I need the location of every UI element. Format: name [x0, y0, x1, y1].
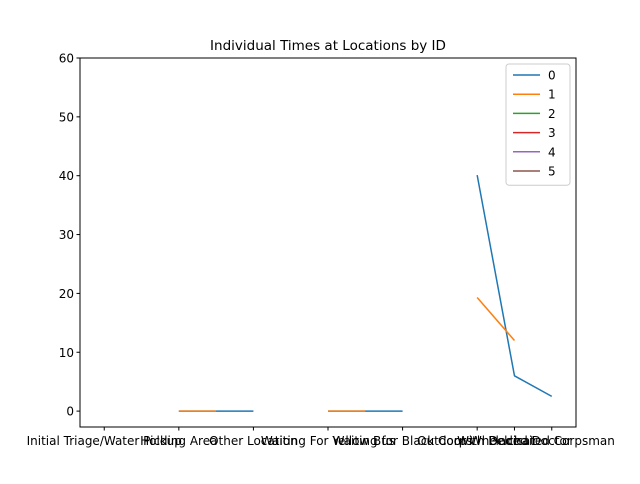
legend-label-0: 0 [548, 69, 556, 83]
y-axis: 0 10 20 30 40 50 60 [59, 52, 80, 419]
y-tick-label: 40 [59, 169, 74, 183]
legend: 0 1 2 3 4 5 [505, 63, 571, 186]
y-tick-label: 30 [59, 228, 74, 242]
y-tick-label: 20 [59, 287, 74, 301]
series-line-1 [476, 297, 516, 341]
y-tick-label: 10 [59, 346, 74, 360]
legend-label-3: 3 [548, 126, 556, 140]
x-tick-label: Other Location [209, 434, 298, 448]
chart-title: Individual Times at Locations by ID [210, 38, 446, 54]
x-tick-label: Waiting for Black Corps [333, 434, 473, 448]
series-line-0 [476, 174, 553, 398]
x-tick-label: Initial Triage/Water Pickup [27, 434, 182, 448]
x-tick-label: Holding Area [140, 434, 217, 448]
x-tick-label: Waiting For Yellow Bus [261, 434, 395, 448]
legend-label-2: 2 [548, 107, 556, 121]
x-tick-label: With Placed Doctor [457, 434, 572, 448]
legend-label-4: 4 [548, 145, 556, 159]
y-tick-label: 60 [59, 52, 74, 66]
y-tick-label: 50 [59, 110, 74, 124]
plot-frame [79, 57, 577, 428]
x-tick-label: Dedicated Corpsman [489, 434, 615, 448]
legend-box [505, 63, 571, 186]
plot-lines [178, 174, 553, 412]
x-tick-label: Outdoor Wheelchair [417, 434, 537, 448]
legend-label-5: 5 [548, 165, 556, 179]
legend-label-1: 1 [548, 88, 556, 102]
y-tick-label: 0 [66, 405, 74, 419]
